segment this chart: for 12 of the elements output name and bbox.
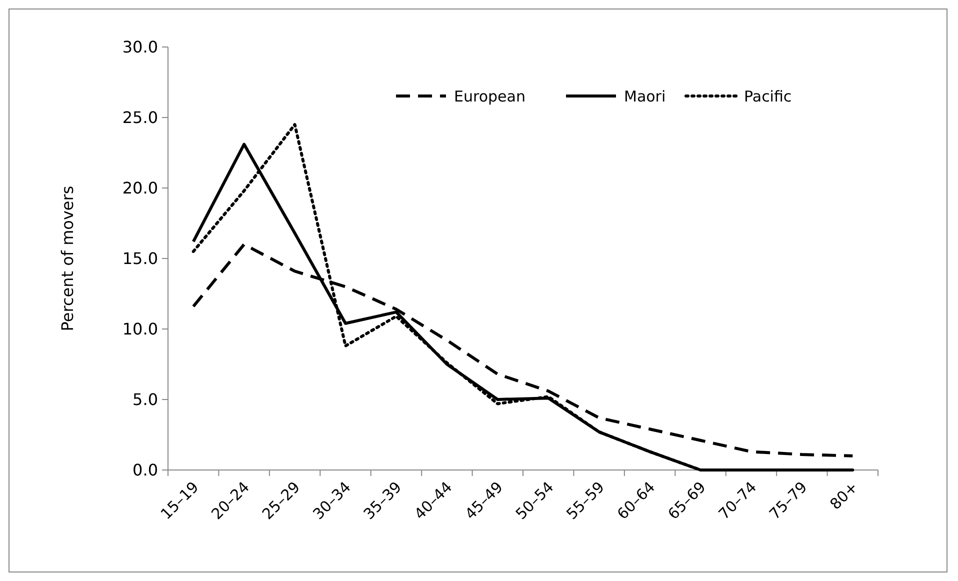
y-tick-label: 15.0 — [122, 249, 158, 268]
y-tick-label: 20.0 — [122, 178, 158, 198]
legend-label: European — [454, 87, 526, 106]
y-tick-label: 30.0 — [122, 38, 158, 57]
y-tick-label: 25.0 — [122, 108, 158, 128]
legend-label: Maori — [624, 87, 666, 106]
y-tick-label: 5.0 — [132, 390, 158, 410]
y-tick-label: 0.0 — [132, 460, 158, 480]
y-tick-label: 10.0 — [122, 320, 158, 339]
y-axis-title: Percent of movers — [58, 186, 77, 332]
legend-label: Pacific — [744, 87, 792, 106]
x-tick-label: 80+ — [826, 478, 862, 514]
